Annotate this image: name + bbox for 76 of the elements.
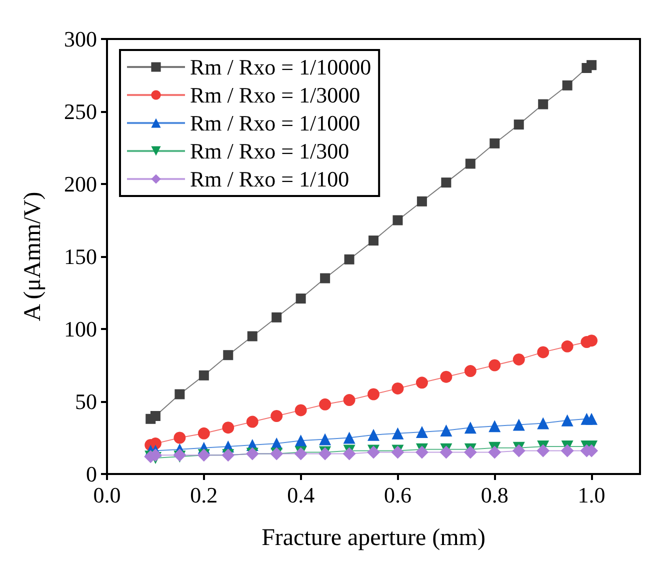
point — [319, 398, 332, 410]
point — [441, 178, 452, 188]
point — [368, 388, 380, 400]
y-tick-label: 300 — [64, 26, 97, 52]
point — [415, 446, 428, 459]
legend-label: Rm / Rxo = 1/100 — [190, 166, 350, 192]
y-tick-label: 200 — [64, 172, 97, 196]
point — [319, 433, 332, 446]
point — [320, 273, 330, 284]
y-tick-label: 150 — [64, 244, 97, 269]
point — [440, 424, 452, 436]
y-tick-label: 250 — [64, 99, 97, 124]
y-tick-label: 50 — [75, 389, 97, 414]
point — [344, 254, 354, 264]
point — [416, 196, 427, 206]
point — [440, 446, 453, 459]
point — [247, 331, 258, 342]
point — [536, 444, 550, 458]
point — [368, 236, 378, 246]
x-tick-label: 1.0 — [578, 482, 606, 508]
point — [416, 426, 428, 438]
legend-label: Rm / Rxo = 1/300 — [190, 138, 350, 164]
point — [392, 382, 404, 394]
x-axis-title: Fracture aperture (mm) — [262, 525, 486, 551]
x-tick-label: 0.6 — [384, 482, 412, 508]
point — [586, 412, 598, 425]
point — [294, 434, 307, 447]
point — [222, 422, 234, 434]
point — [270, 410, 283, 422]
point — [537, 417, 550, 430]
point — [537, 346, 550, 358]
point — [198, 427, 210, 440]
point — [464, 446, 477, 459]
y-axis-title: A (μAmm/V) — [20, 192, 46, 322]
point — [296, 294, 306, 304]
y-tick-label: 100 — [64, 316, 97, 342]
point — [512, 418, 525, 431]
x-tick-label: 0.8 — [480, 482, 508, 508]
point — [440, 370, 452, 383]
point — [464, 365, 476, 378]
point — [246, 416, 258, 428]
point — [538, 99, 548, 110]
point — [343, 432, 356, 444]
point — [512, 444, 526, 458]
legend-label: Rm / Rxo = 1/1000 — [190, 110, 360, 136]
point — [514, 120, 524, 130]
point — [512, 353, 525, 366]
legend-label: Rm / Rxo = 1/10000 — [190, 54, 372, 80]
point — [561, 414, 574, 426]
point — [488, 446, 502, 459]
point — [174, 389, 185, 400]
point — [488, 420, 501, 432]
point — [343, 394, 356, 406]
point — [488, 359, 501, 372]
point — [223, 350, 234, 360]
point — [562, 80, 572, 90]
point — [586, 334, 598, 347]
legend-label: Rm / Rxo = 1/3000 — [190, 82, 360, 108]
point — [586, 60, 597, 70]
point — [561, 340, 574, 352]
point — [174, 432, 186, 444]
point — [560, 444, 574, 458]
point — [342, 447, 356, 460]
point — [392, 215, 403, 226]
point — [272, 312, 282, 322]
x-tick-label: 0.4 — [287, 482, 315, 508]
point — [150, 411, 160, 421]
point — [416, 376, 428, 389]
point — [294, 404, 307, 416]
point — [392, 427, 404, 440]
point — [464, 422, 476, 434]
point — [490, 138, 500, 148]
point — [368, 428, 380, 441]
x-tick-label: 0.2 — [190, 482, 218, 508]
point — [465, 158, 476, 169]
point — [198, 370, 209, 380]
